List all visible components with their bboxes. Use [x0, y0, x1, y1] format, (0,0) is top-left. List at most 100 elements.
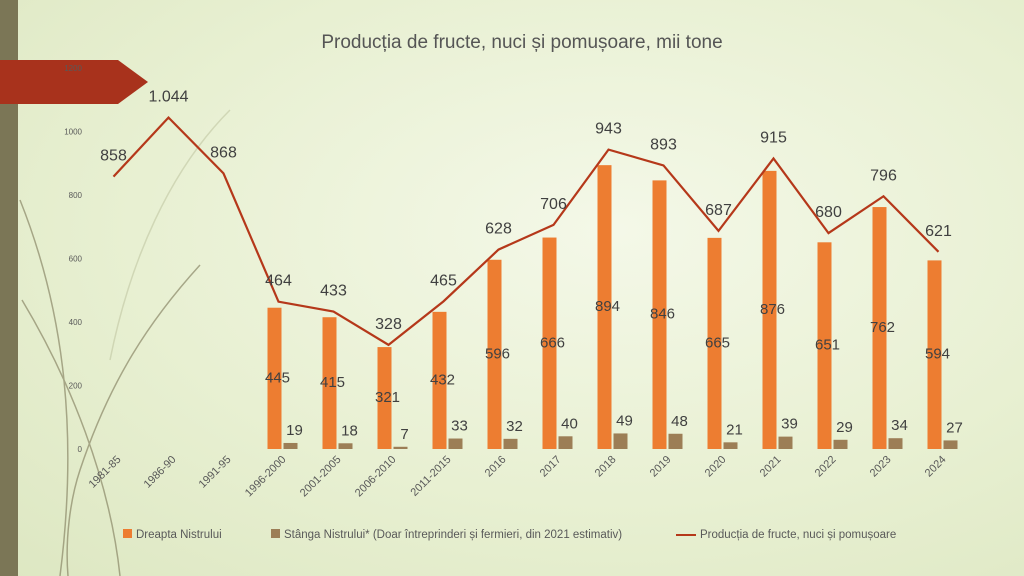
- bar-stanga-label: 27: [946, 419, 963, 436]
- bar-stanga: [778, 436, 793, 449]
- line-data-label: 464: [265, 273, 292, 290]
- bar-dreapta: [267, 307, 282, 449]
- bar-dreapta-label: 594: [925, 346, 950, 363]
- line-data-label: 796: [870, 167, 897, 184]
- x-tick-label: 2021: [758, 454, 784, 480]
- line-data-label: 706: [540, 196, 567, 213]
- bar-dreapta: [707, 237, 722, 449]
- bar-dreapta: [872, 207, 887, 449]
- bar-dreapta: [432, 311, 447, 449]
- bar-stanga-label: 33: [451, 418, 468, 435]
- bar-dreapta: [487, 259, 502, 449]
- y-tick-label: 800: [69, 191, 83, 200]
- x-tick-label: 2017: [538, 454, 564, 480]
- x-tick-label: 2019: [648, 454, 674, 480]
- legend-label-stanga: Stânga Nistrului* (Doar întreprinderi și…: [284, 529, 622, 541]
- bar-stanga: [833, 439, 848, 449]
- x-tick-label: 1986-90: [142, 454, 179, 491]
- x-tick-label: 2006-2010: [353, 454, 399, 500]
- bar-stanga: [723, 442, 738, 449]
- series-total-line: [112, 115, 940, 347]
- bar-stanga: [503, 438, 518, 449]
- chart-title: Producția de fructe, nuci și pomușoare, …: [321, 32, 722, 53]
- line-data-label: 621: [925, 223, 952, 240]
- bar-dreapta: [377, 347, 392, 449]
- bar-stanga-label: 40: [561, 415, 578, 432]
- bar-stanga: [668, 433, 683, 449]
- bar-dreapta-label: 651: [815, 337, 840, 354]
- x-tick-label: 1991-95: [197, 454, 234, 491]
- bar-dreapta-label: 665: [705, 334, 730, 351]
- bar-stanga: [393, 446, 408, 449]
- bar-dreapta-label: 846: [650, 306, 675, 323]
- bar-stanga: [338, 443, 353, 449]
- line-data-label: 687: [705, 202, 732, 219]
- line-data-label: 893: [650, 136, 677, 153]
- line-data-label: 1.044: [148, 89, 188, 106]
- legend: Dreapta Nistrului Stânga Nistrului* (Doar…: [123, 529, 896, 541]
- x-tick-label: 2018: [593, 454, 619, 480]
- bar-stanga: [888, 438, 903, 449]
- legend-label-dreapta: Dreapta Nistrului: [136, 529, 222, 541]
- x-tick-label: 2020: [703, 454, 729, 480]
- bar-dreapta-label: 321: [375, 389, 400, 406]
- line-data-label: 858: [100, 148, 127, 165]
- bar-stanga-label: 7: [400, 426, 408, 443]
- red-accent-tab: [0, 60, 148, 104]
- background-swirls: [19, 109, 231, 576]
- bar-stanga-label: 48: [671, 413, 688, 430]
- x-tick-label: 1996-2000: [243, 454, 289, 500]
- line-data-label: 915: [760, 129, 787, 146]
- line-data-label: 328: [375, 316, 402, 333]
- bar-dreapta-label: 666: [540, 334, 565, 351]
- x-tick-label: 2011-2015: [409, 454, 454, 499]
- x-tick-label: 2024: [923, 454, 949, 480]
- legend-label-total: Producția de fructe, nuci și pomușoare: [700, 529, 896, 541]
- line-data-label: 868: [210, 144, 237, 161]
- bar-stanga: [613, 433, 628, 449]
- bar-dreapta: [652, 180, 667, 449]
- x-tick-label: 2022: [813, 454, 839, 480]
- legend-swatch-stanga: [271, 529, 280, 538]
- bar-dreapta: [597, 165, 612, 449]
- y-tick-label: 1000: [64, 128, 82, 137]
- line-data-label: 433: [320, 283, 347, 300]
- bar-stanga: [448, 438, 463, 449]
- bar-stanga-label: 29: [836, 419, 853, 436]
- line-data-label: 465: [430, 272, 457, 289]
- bar-stanga: [558, 436, 573, 449]
- series-dreapta-bars: [267, 165, 942, 449]
- bar-dreapta-label: 762: [870, 319, 895, 336]
- bar-dreapta: [817, 242, 832, 449]
- y-tick-label: 200: [69, 382, 83, 391]
- line-data-label: 680: [815, 204, 842, 221]
- bar-stanga-label: 32: [506, 418, 523, 435]
- total-line: [112, 115, 940, 347]
- bar-dreapta: [542, 237, 557, 449]
- bar-dreapta: [762, 170, 777, 449]
- bar-stanga-label: 39: [781, 416, 798, 433]
- bar-stanga-label: 21: [726, 421, 743, 438]
- legend-swatch-dreapta: [123, 529, 132, 538]
- bar-dreapta-label: 876: [760, 301, 785, 318]
- bar-stanga-label: 34: [891, 417, 908, 434]
- bar-stanga-label: 49: [616, 412, 633, 429]
- y-tick-label: 400: [69, 318, 83, 327]
- y-axis: 0 200 400 600 800 1000 1200: [64, 64, 82, 454]
- bar-dreapta-label: 445: [265, 369, 290, 386]
- line-data-label: 943: [595, 121, 622, 138]
- bar-dreapta: [927, 260, 942, 449]
- x-tick-label: 1981-85: [87, 454, 124, 491]
- bar-stanga: [943, 440, 958, 449]
- x-tick-label: 2023: [868, 454, 894, 480]
- line-data-label: 628: [485, 221, 512, 238]
- bar-dreapta-label: 415: [320, 374, 345, 391]
- bar-stanga-label: 18: [341, 422, 358, 439]
- bar-dreapta-label: 596: [485, 345, 510, 362]
- x-tick-label: 2016: [483, 454, 509, 480]
- x-axis: 1981-85 1986-90 1991-95 1996-2000 2001-2005 2…: [87, 454, 949, 500]
- bar-stanga: [283, 442, 298, 449]
- series-stanga-bars: [283, 433, 958, 449]
- y-tick-label: 0: [78, 445, 83, 454]
